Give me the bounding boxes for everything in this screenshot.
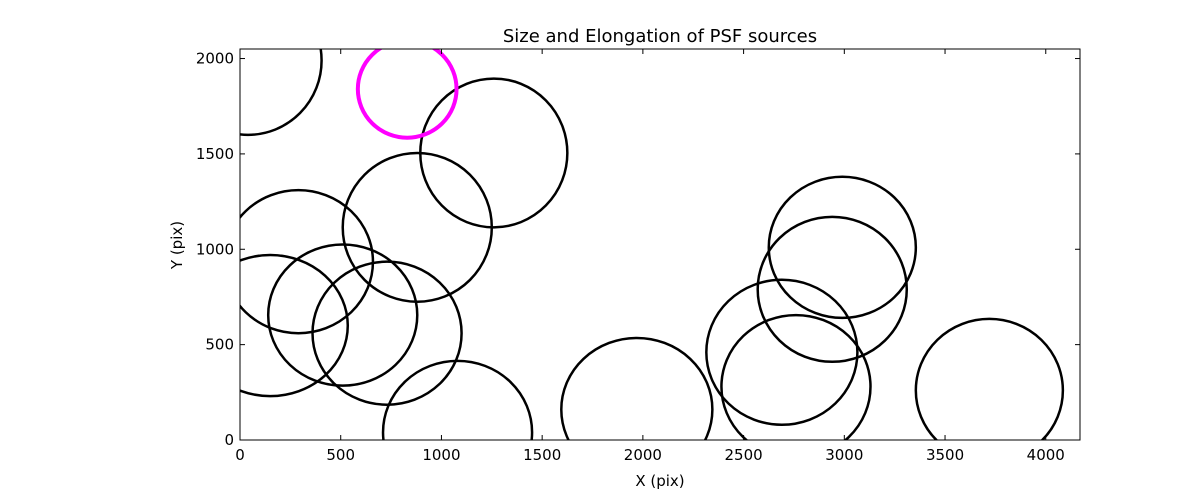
psf-ellipse-1 [419,77,569,229]
psf-ellipse-8 [560,336,714,440]
x-tick-label: 500 [326,446,355,464]
y-axis-label: Y (pix) [168,221,186,270]
psf-ellipse-11 [756,215,909,364]
psf-ellipse-4 [240,253,349,398]
psf-ellipse-7 [381,359,534,440]
x-tick-label: 3500 [926,446,964,464]
x-tick-label: 3000 [825,446,863,464]
y-tick-label: 500 [205,336,234,354]
x-axis-label: X (pix) [635,472,684,490]
psf-ellipse-5 [266,243,419,387]
y-tick-label: 2000 [196,50,234,68]
ellipse-layer [240,49,1065,440]
y-tick-label: 1000 [196,240,234,258]
chart-title: Size and Elongation of PSF sources [503,26,817,47]
y-tick-label: 1500 [196,145,234,163]
x-tick-label: 2000 [624,446,662,464]
x-tick-label: 1500 [523,446,561,464]
psf-ellipse-6 [311,260,463,406]
psf-ellipse-9 [705,278,859,426]
x-tick-label: 1000 [422,446,460,464]
y-tick-label: 0 [224,431,234,449]
x-tick-label: 4000 [1027,446,1065,464]
psf-ellipse-0 [240,49,323,137]
x-axis: 0 500 1000 1500 2000 2500 3000 3500 4000 [235,49,1065,464]
x-tick-label: 2500 [725,446,763,464]
x-tick-label: 0 [235,446,245,464]
y-axis: 0 500 1000 1500 2000 [196,50,1080,449]
highlight-ellipse-0 [355,49,459,140]
psf-ellipse-12 [767,175,918,320]
psf-ellipse-13 [914,317,1065,440]
plot-frame [239,48,1081,441]
psf-ellipse-10 [720,313,872,440]
